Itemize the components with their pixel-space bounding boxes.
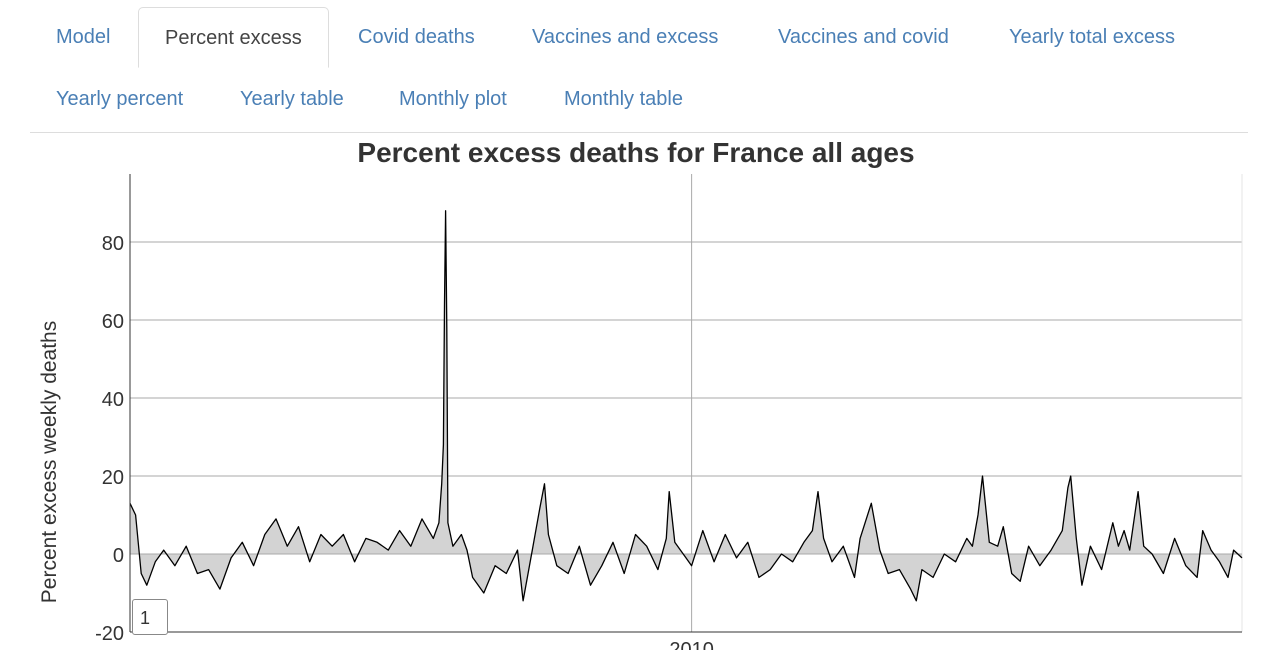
chart-title: Percent excess deaths for France all age… (357, 137, 914, 168)
tab-covid-deaths[interactable]: Covid deaths (358, 26, 475, 48)
excess-series-line (129, 210, 1243, 602)
y-tick-label: 0 (113, 545, 124, 567)
tab-bar: Model Percent excess Covid deaths Vaccin… (30, 7, 1248, 133)
tab-percent-excess[interactable]: Percent excess (138, 7, 329, 68)
tab-vaccines-and-covid[interactable]: Vaccines and covid (778, 26, 949, 48)
y-tick-label: 60 (102, 311, 124, 333)
tab-model[interactable]: Model (56, 26, 111, 48)
y-tick-label: 20 (102, 467, 124, 489)
y-axis-label: Percent excess weekly deaths (38, 321, 61, 603)
y-tick-label: 80 (102, 233, 124, 255)
y-tick-label: 40 (102, 389, 124, 411)
plot-layer (129, 210, 1243, 602)
tab-monthly-plot[interactable]: Monthly plot (399, 88, 507, 110)
zoom-level-input[interactable]: 1 (132, 599, 168, 635)
y-tick-label: -20 (95, 623, 124, 645)
tab-yearly-table[interactable]: Yearly table (240, 88, 344, 110)
axis-layer: 80 60 40 20 0 -20 2010 (95, 174, 1242, 650)
tab-monthly-table[interactable]: Monthly table (564, 88, 683, 110)
tab-yearly-percent[interactable]: Yearly percent (56, 88, 184, 110)
x-tick-label: 2010 (669, 639, 714, 650)
tab-yearly-total-excess[interactable]: Yearly total excess (1009, 26, 1176, 48)
percent-excess-chart: Percent excess deaths for France all age… (38, 137, 1243, 650)
excess-area-fill (130, 210, 1242, 601)
tab-vaccines-and-excess[interactable]: Vaccines and excess (532, 26, 719, 48)
grid-layer (130, 174, 1243, 633)
